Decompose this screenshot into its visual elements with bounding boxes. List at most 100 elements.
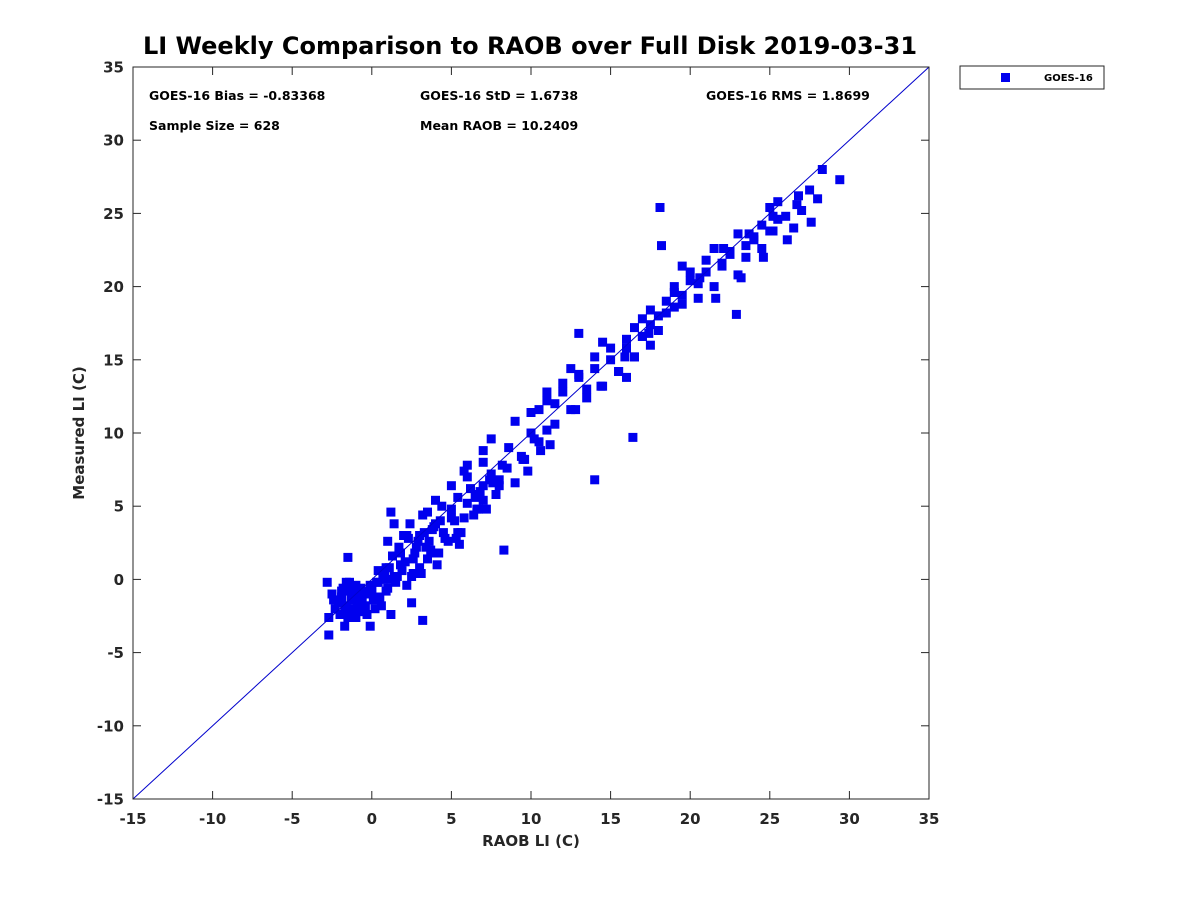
data-point xyxy=(758,252,768,262)
data-point xyxy=(502,463,512,473)
x-axis-ticks: -15 -10 -5 0 5 10 15 20 25 30 35 xyxy=(119,67,939,828)
data-point xyxy=(485,475,495,485)
data-point xyxy=(431,519,440,529)
data-point xyxy=(419,528,429,538)
data-point xyxy=(333,598,343,608)
data-point xyxy=(749,232,759,242)
data-point xyxy=(542,396,552,406)
data-point xyxy=(757,220,767,230)
data-point xyxy=(431,548,440,558)
data-point xyxy=(653,326,663,335)
data-point xyxy=(373,577,383,587)
data-point xyxy=(322,577,332,587)
data-point xyxy=(475,487,485,497)
data-point xyxy=(431,495,440,505)
data-point xyxy=(520,454,530,464)
data-point xyxy=(388,551,397,561)
data-point xyxy=(693,279,703,289)
data-point xyxy=(504,443,514,453)
y-tick-label: 10 xyxy=(103,425,124,443)
data-point xyxy=(717,261,727,271)
data-point xyxy=(757,244,767,253)
data-point xyxy=(381,563,391,573)
data-point xyxy=(534,405,544,415)
data-point xyxy=(370,604,380,614)
data-point xyxy=(459,513,469,523)
data-point xyxy=(813,194,823,204)
data-point xyxy=(368,595,378,605)
y-axis-ticks: -15 -10 -5 0 5 10 15 20 25 30 35 xyxy=(97,59,929,809)
data-point xyxy=(348,583,358,593)
data-point xyxy=(396,560,405,570)
data-point xyxy=(423,507,432,517)
plot-area: -15 -10 -5 0 5 10 15 20 25 30 35 -15 -10 -5 0 5 10 15 20 2… xyxy=(97,59,940,829)
data-point xyxy=(413,536,423,546)
data-point xyxy=(327,589,337,599)
data-point xyxy=(719,244,729,253)
x-tick-label: -10 xyxy=(199,810,226,828)
data-point xyxy=(768,226,778,236)
data-point xyxy=(378,574,388,584)
x-tick-label: -15 xyxy=(119,810,146,828)
data-point xyxy=(462,498,472,508)
data-point xyxy=(478,481,488,491)
y-tick-label: -15 xyxy=(97,791,124,809)
data-point xyxy=(566,405,576,415)
data-point xyxy=(411,542,421,552)
data-point xyxy=(657,241,666,251)
data-point xyxy=(794,191,803,201)
data-point xyxy=(590,475,600,485)
data-point xyxy=(437,501,447,511)
y-tick-label: 5 xyxy=(114,498,124,516)
data-point xyxy=(367,583,377,593)
data-point xyxy=(337,592,347,602)
data-point xyxy=(324,630,334,640)
data-point xyxy=(574,328,584,338)
data-point xyxy=(391,577,401,587)
data-point xyxy=(628,432,638,442)
data-point xyxy=(381,586,391,596)
y-tick-label: 30 xyxy=(103,132,124,150)
data-point xyxy=(817,165,827,174)
data-point xyxy=(426,545,436,555)
data-point xyxy=(407,572,417,581)
data-point xyxy=(637,314,647,324)
data-point xyxy=(542,425,552,435)
data-point xyxy=(645,320,655,330)
x-tick-label: 25 xyxy=(759,810,780,828)
data-point xyxy=(765,203,775,212)
data-point xyxy=(432,560,442,570)
data-point xyxy=(558,378,568,388)
y-tick-label: -10 xyxy=(97,717,124,735)
data-point xyxy=(637,331,647,341)
stat-mean-raob: Mean RAOB = 10.2409 xyxy=(420,118,578,133)
data-point xyxy=(741,252,751,262)
data-point xyxy=(405,519,415,529)
data-point xyxy=(669,282,679,292)
data-point xyxy=(773,197,783,207)
data-point xyxy=(526,408,536,417)
data-point xyxy=(709,244,719,253)
data-point xyxy=(529,434,539,444)
data-point xyxy=(330,604,340,614)
data-point xyxy=(510,416,520,426)
data-point xyxy=(397,566,407,576)
data-point xyxy=(357,607,367,617)
data-point xyxy=(343,613,353,622)
data-point xyxy=(446,481,456,491)
data-point xyxy=(454,539,464,549)
data-point xyxy=(337,586,347,596)
data-point xyxy=(394,542,404,552)
data-point xyxy=(590,352,600,362)
y-tick-label: 35 xyxy=(103,59,124,77)
data-point xyxy=(590,364,600,374)
legend: GOES-16 xyxy=(959,65,1105,90)
data-point xyxy=(365,621,375,631)
data-point xyxy=(375,592,385,602)
data-point xyxy=(380,569,389,578)
data-point xyxy=(661,296,671,306)
data-point xyxy=(622,343,631,353)
y-tick-label: 25 xyxy=(103,205,124,223)
data-point xyxy=(523,466,533,476)
data-point xyxy=(711,293,721,303)
